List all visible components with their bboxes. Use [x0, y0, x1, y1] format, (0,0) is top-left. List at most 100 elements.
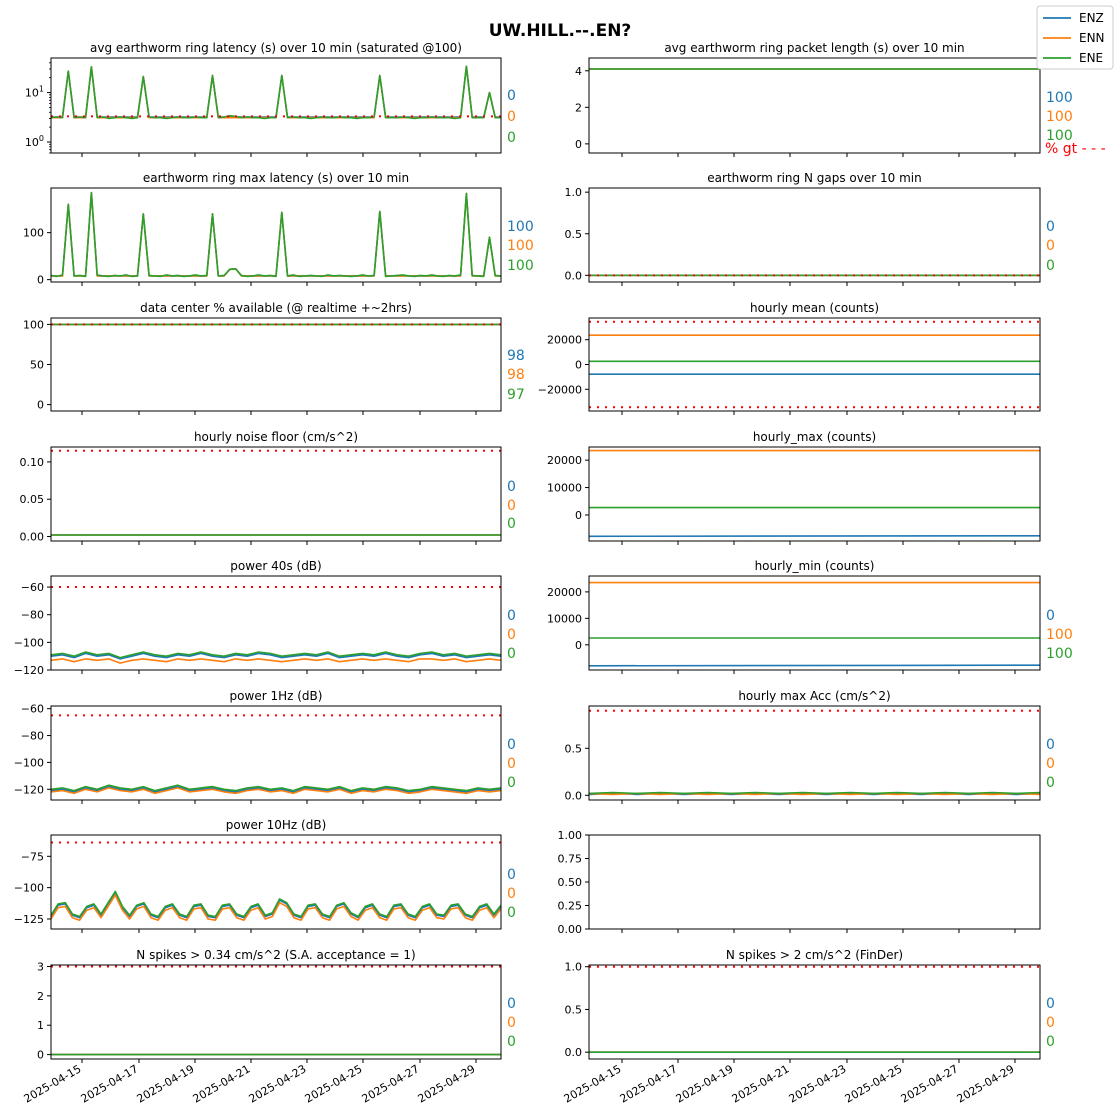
plot-area [51, 714, 501, 795]
y-tick-exponent: 1 [39, 85, 44, 94]
x-tick-label: 2025-04-21 [730, 1062, 792, 1105]
subplot-15: N spikes > 0.34 cm/s^2 (S.A. acceptance … [22, 948, 516, 1106]
percent-label-enn: 100 [1046, 109, 1073, 125]
y-tick-label: 0.50 [558, 876, 583, 889]
y-tick-label: −100 [14, 756, 44, 769]
subplot-2: avg earthworm ring packet length (s) ove… [575, 41, 1073, 157]
plot-area [589, 709, 1040, 796]
percent-label-enz: 0 [507, 479, 516, 495]
subplot-10: hourly_min (counts) 0 10000 20000 0 100 100 [547, 559, 1073, 674]
plot-area [51, 841, 501, 922]
percent-label-ene: 100 [507, 258, 534, 274]
y-tick-label: 100 [23, 318, 44, 331]
legend-label-enn: ENN [1079, 31, 1105, 45]
axes-frame [50, 964, 502, 1060]
y-tick-label: 0 [575, 509, 582, 522]
series-line-enz [51, 191, 501, 277]
percent-label-ene: 0 [1046, 775, 1055, 791]
y-tick-label: 0.00 [20, 531, 45, 544]
percent-label-ene: 100 [1046, 646, 1073, 662]
y-tick-label: −80 [21, 730, 44, 743]
percent-label-enz: 0 [507, 867, 516, 883]
y-tick-label: 101 [25, 85, 44, 100]
legend-label-enz: ENZ [1079, 11, 1104, 25]
x-tick-label: 2025-04-23 [787, 1062, 849, 1105]
y-tick-label: 2 [37, 990, 44, 1003]
subplot-title: power 10Hz (dB) [226, 818, 327, 832]
x-tick-label: 2025-04-29 [955, 1062, 1017, 1105]
x-tick-label: 2025-04-25 [843, 1062, 905, 1105]
y-tick-label: 1 [37, 1019, 44, 1032]
subplot-12: hourly max Acc (cm/s^2) 0.0 0.5 0 0 0 [565, 689, 1055, 804]
percent-label-enz: 0 [507, 996, 516, 1012]
subplot-13: power 10Hz (dB) −125 −100 −75 0 0 0 [14, 818, 516, 933]
subplot-title: hourly mean (counts) [750, 301, 879, 315]
percent-label-enz: 0 [507, 608, 516, 624]
y-tick-label: 0.5 [565, 228, 583, 241]
axes-frame [588, 575, 1041, 671]
subplot-title: earthworm ring N gaps over 10 min [707, 171, 921, 185]
subplot-4: earthworm ring N gaps over 10 min 0.0 0.5 1… [565, 171, 1055, 286]
subplot-8: hourly_max (counts) 0 10000 20000 [547, 430, 1041, 545]
y-tick-label: 20000 [547, 586, 582, 599]
series-line-enz [51, 65, 501, 118]
plot-area [589, 320, 1040, 409]
percent-threshold-header: % gt - - - [1045, 141, 1106, 157]
series-line-enz [589, 534, 1040, 538]
series-line-ene [51, 65, 501, 120]
axes-frame [588, 57, 1041, 154]
x-tick-label: 2025-04-17 [618, 1062, 680, 1105]
plot-area [51, 965, 501, 1056]
y-tick-label: 0 [575, 639, 582, 652]
y-tick-label: −60 [21, 581, 44, 594]
percent-label-enz: 98 [507, 348, 525, 364]
series-line-enn [51, 894, 501, 922]
percent-label-enn: 0 [1046, 238, 1055, 254]
y-tick-label: 2 [575, 101, 582, 114]
series-line-ene [51, 890, 501, 918]
legend-label-ene: ENE [1079, 51, 1103, 65]
y-tick-label: −20000 [538, 383, 582, 396]
y-tick-label: −120 [14, 664, 44, 677]
percent-label-enz: 0 [507, 737, 516, 753]
subplot-11: power 1Hz (dB) −120 −100 −80 −60 0 0 0 [14, 689, 516, 804]
x-tick-label: 2025-04-15 [562, 1062, 624, 1105]
percent-label-ene: 0 [507, 130, 516, 146]
subplot-14: 0.00 0.25 0.50 0.75 1.00 [558, 829, 1041, 936]
y-tick-label: 20000 [547, 334, 582, 347]
y-tick-label: 1.00 [558, 829, 583, 842]
plot-area [589, 449, 1040, 538]
percent-label-ene: 100 [1046, 128, 1073, 144]
subplot-1: avg earthworm ring latency (s) over 10 m… [25, 41, 516, 157]
axes-frame [588, 834, 1041, 930]
subplot-16: N spikes > 2 cm/s^2 (FinDer) 0.0 0.5 1.0 202… [562, 948, 1055, 1106]
axes-frame [50, 446, 502, 542]
y-tick-label: 3 [37, 960, 44, 973]
y-tick-label: −80 [21, 609, 44, 622]
series-line-ene [51, 651, 501, 659]
plot-area [589, 965, 1040, 1053]
y-tick-label: −100 [14, 636, 44, 649]
axes-frame [588, 446, 1041, 542]
series-line-ene [589, 791, 1040, 795]
subplot-title: avg earthworm ring packet length (s) ove… [664, 41, 964, 55]
axes-frame [50, 317, 502, 412]
y-tick-label: 1.0 [565, 961, 583, 974]
percent-label-ene: 0 [507, 1034, 516, 1050]
figure-title: UW.HILL.--.EN? [489, 21, 632, 41]
percent-label-enn: 0 [507, 756, 516, 772]
plot-area [51, 65, 501, 120]
y-tick-label: 0 [37, 274, 44, 287]
percent-label-enz: 0 [1046, 737, 1055, 753]
subplot-7: hourly noise floor (cm/s^2) 0.00 0.05 0.10 0… [20, 430, 516, 545]
series-line-enn [51, 658, 501, 664]
y-tick-label: −100 [14, 882, 44, 895]
axes-frame [50, 575, 502, 671]
percent-label-enz: 100 [507, 219, 534, 235]
axes-frame [588, 964, 1041, 1060]
x-tick-label: 2025-04-23 [247, 1062, 309, 1105]
subplot-3: earthworm ring max latency (s) over 10 m… [23, 171, 534, 287]
subplot-9: power 40s (dB) −120 −100 −80 −60 0 0 0 [14, 559, 516, 677]
subplot-title: earthworm ring max latency (s) over 10 m… [143, 171, 409, 185]
